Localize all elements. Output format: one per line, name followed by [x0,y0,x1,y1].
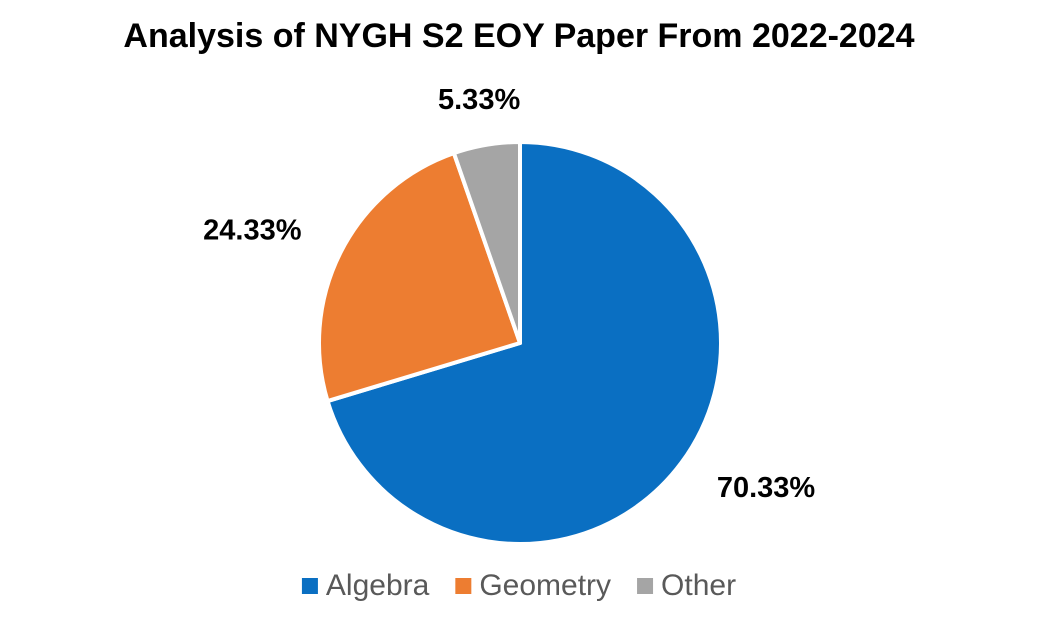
legend-swatch [301,578,318,594]
legend-label: Algebra [326,569,430,602]
pie-slice [451,140,522,345]
pie-slice [317,151,522,404]
value-label: 70.33% [717,472,816,504]
legend-label: Geometry [479,569,611,602]
legend-swatch [455,578,472,594]
value-label: 24.33% [203,214,302,246]
chart-title: Analysis of NYGH S2 EOY Paper From 2022-… [123,17,914,55]
legend-swatch [637,578,654,594]
pie-slice [325,140,723,546]
value-label: 5.33% [438,84,520,116]
legend-label: Other [661,569,736,602]
